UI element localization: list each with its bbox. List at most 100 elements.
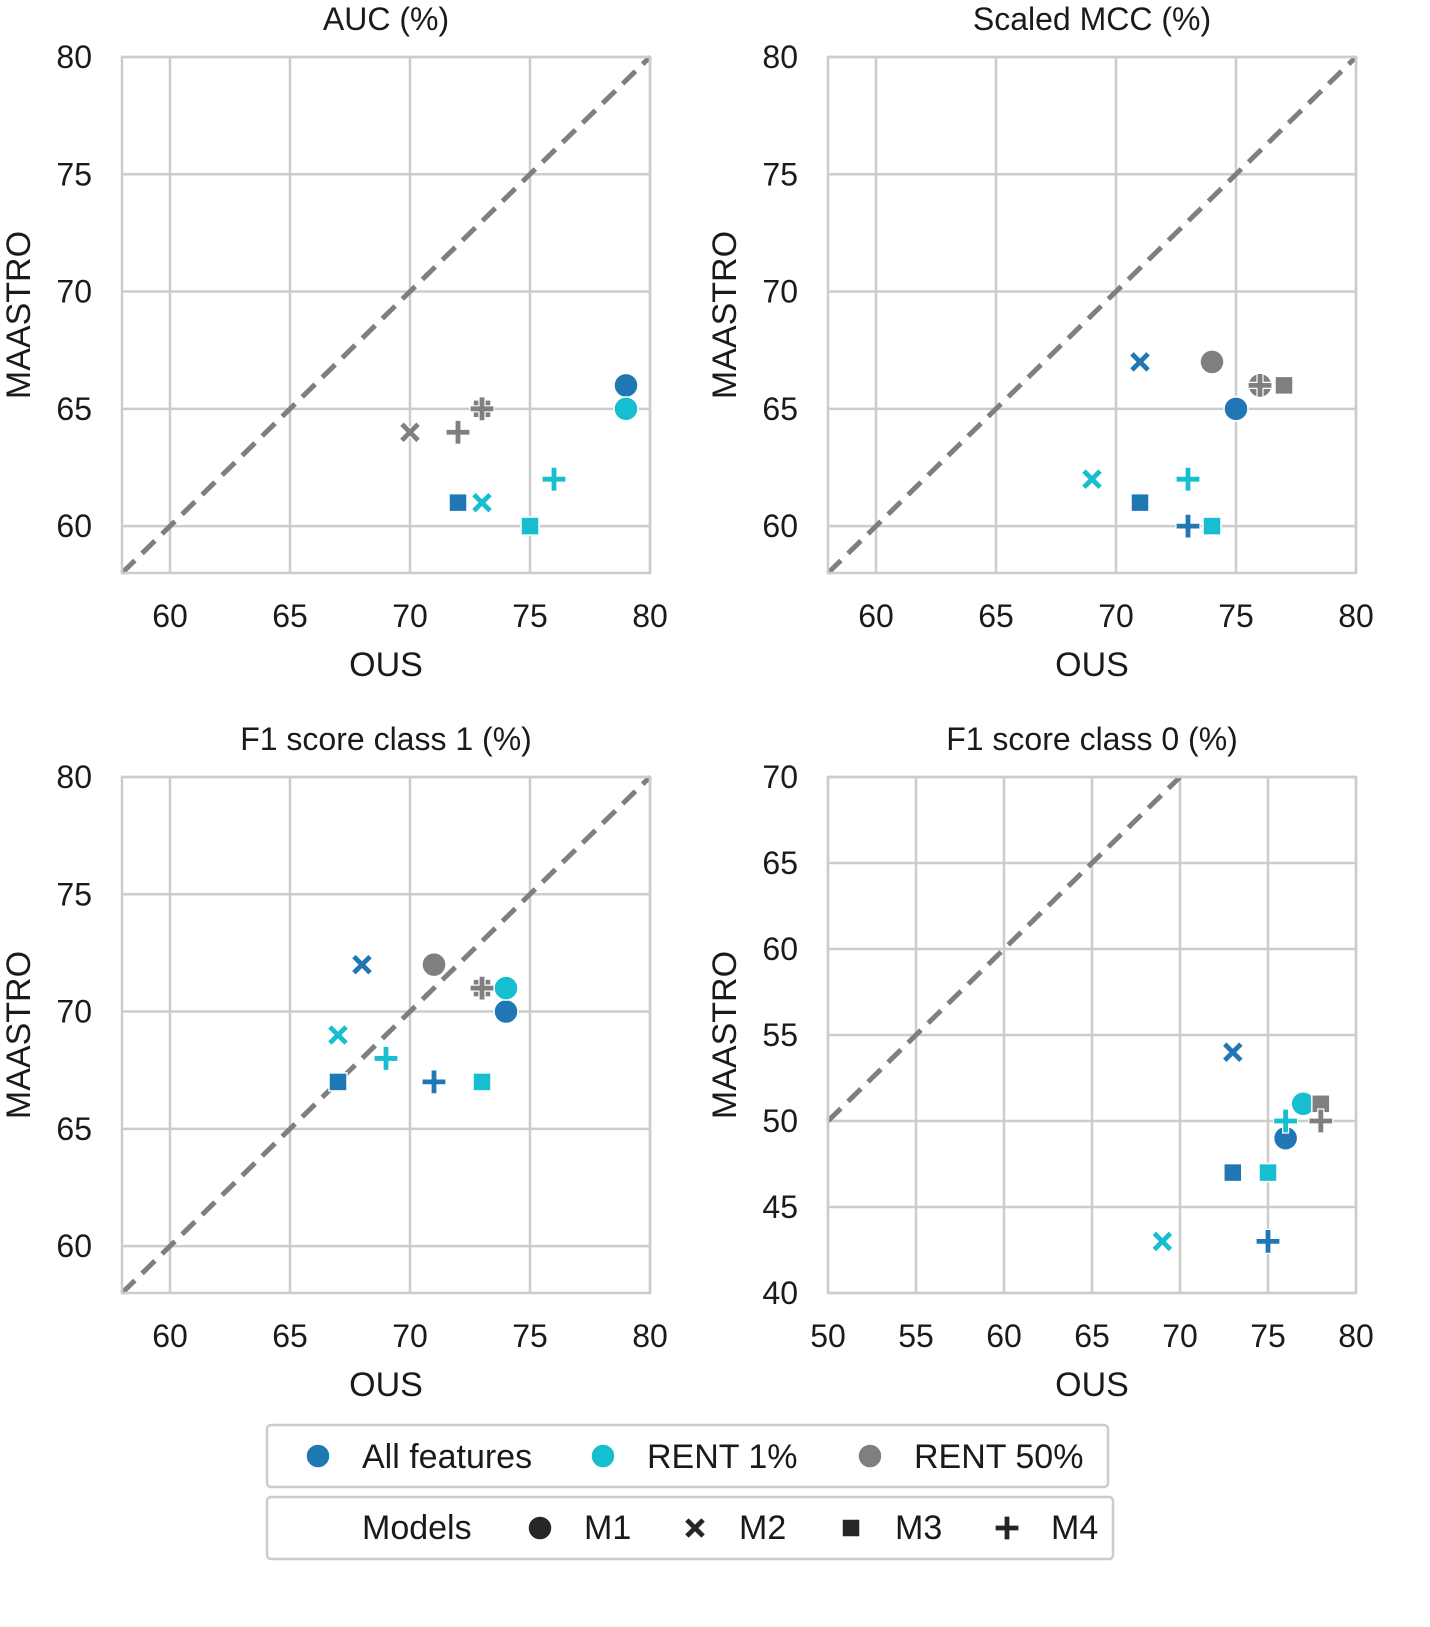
data-point bbox=[469, 975, 495, 1001]
legend-marker bbox=[590, 1443, 616, 1469]
diagonal-line bbox=[826, 55, 1358, 575]
legend-title: Models bbox=[362, 1509, 472, 1547]
y-tick-label: 80 bbox=[56, 39, 92, 75]
plot-frame bbox=[120, 55, 652, 575]
x-tick-label: 65 bbox=[978, 598, 1014, 634]
data-point bbox=[1223, 396, 1249, 422]
x-tick-label: 70 bbox=[1162, 1318, 1198, 1354]
y-tick-label: 60 bbox=[56, 508, 92, 544]
data-point bbox=[350, 953, 374, 977]
legend-label: RENT 50% bbox=[914, 1438, 1083, 1476]
y-tick-label: 75 bbox=[762, 156, 798, 192]
chart-panel-3: 60 65 70 75 80 60 65 70 75 80 F1 score class 1 (%)… bbox=[0, 721, 668, 1404]
plot-frame bbox=[120, 775, 652, 1295]
data-point bbox=[1175, 466, 1201, 492]
x-tick-label: 70 bbox=[392, 598, 428, 634]
data-point bbox=[1255, 1228, 1281, 1254]
x-tick-label: 60 bbox=[152, 1318, 188, 1354]
data-point bbox=[1274, 375, 1294, 396]
data-point bbox=[1150, 1229, 1174, 1253]
x-tick-label: 70 bbox=[392, 1318, 428, 1354]
y-tick-label: 50 bbox=[762, 1103, 798, 1139]
legend-label: M4 bbox=[1051, 1509, 1098, 1547]
x-tick-label: 70 bbox=[1098, 598, 1134, 634]
x-axis-label: OUS bbox=[349, 646, 423, 684]
y-tick-label: 65 bbox=[762, 845, 798, 881]
y-tick-label: 65 bbox=[762, 391, 798, 427]
x-tick-label: 65 bbox=[1074, 1318, 1110, 1354]
data-point bbox=[1258, 1162, 1278, 1183]
data-point bbox=[520, 516, 540, 536]
x-axis-label: OUS bbox=[349, 1366, 423, 1404]
y-tick-label: 45 bbox=[762, 1189, 798, 1225]
data-point bbox=[421, 1069, 447, 1095]
x-tick-label: 50 bbox=[810, 1318, 846, 1354]
x-tick-label: 60 bbox=[152, 598, 188, 634]
plot-frame bbox=[826, 775, 1358, 1295]
x-tick-label: 60 bbox=[858, 598, 894, 634]
data-point bbox=[1199, 349, 1225, 375]
data-point bbox=[493, 998, 519, 1025]
chart-title: AUC (%) bbox=[323, 1, 449, 37]
data-point bbox=[613, 372, 639, 399]
x-axis-label: OUS bbox=[1055, 1366, 1129, 1404]
data-point bbox=[1308, 1108, 1334, 1134]
y-tick-label: 70 bbox=[56, 274, 92, 310]
y-tick-label: 65 bbox=[56, 1111, 92, 1147]
x-tick-label: 60 bbox=[986, 1318, 1022, 1354]
legend-label: M2 bbox=[739, 1509, 786, 1547]
data-point bbox=[1223, 1162, 1243, 1183]
legend-marker bbox=[305, 1443, 331, 1469]
data-point bbox=[326, 1023, 350, 1047]
data-point bbox=[493, 975, 519, 1001]
legend-marker bbox=[527, 1515, 553, 1541]
data-point bbox=[398, 420, 422, 444]
x-tick-label: 80 bbox=[632, 1318, 668, 1354]
x-tick-label: 75 bbox=[1218, 598, 1254, 634]
legend-marker bbox=[994, 1515, 1020, 1541]
y-tick-label: 70 bbox=[762, 759, 798, 795]
y-tick-label: 40 bbox=[762, 1275, 798, 1311]
y-tick-label: 75 bbox=[56, 876, 92, 912]
data-point bbox=[1247, 372, 1273, 398]
data-point bbox=[1128, 350, 1152, 374]
x-tick-label: 75 bbox=[1250, 1318, 1286, 1354]
y-tick-label: 65 bbox=[56, 391, 92, 427]
legend-label: M3 bbox=[895, 1509, 942, 1547]
plot-frame bbox=[826, 55, 1358, 575]
data-point bbox=[613, 396, 639, 422]
data-point bbox=[1273, 1108, 1299, 1134]
data-point bbox=[448, 492, 468, 513]
y-axis-label: MAASTRO bbox=[0, 231, 38, 399]
legend-label: All features bbox=[362, 1438, 532, 1476]
legend-groups: All features RENT 1% RENT 50% bbox=[265, 1423, 1110, 1489]
x-tick-label: 65 bbox=[272, 1318, 308, 1354]
data-point bbox=[1080, 467, 1104, 491]
x-tick-label: 55 bbox=[898, 1318, 934, 1354]
data-point bbox=[373, 1045, 399, 1072]
data-point bbox=[1221, 1040, 1245, 1064]
legend-marker bbox=[841, 1518, 861, 1538]
x-tick-label: 80 bbox=[1338, 1318, 1374, 1354]
y-tick-label: 60 bbox=[762, 508, 798, 544]
data-point bbox=[469, 396, 495, 422]
data-point bbox=[1130, 492, 1150, 513]
x-tick-label: 75 bbox=[512, 598, 548, 634]
y-axis-label: MAASTRO bbox=[0, 951, 38, 1119]
y-tick-label: 75 bbox=[56, 156, 92, 192]
data-point bbox=[1202, 516, 1222, 536]
x-tick-label: 65 bbox=[272, 598, 308, 634]
chart-panel-2: 60 65 70 75 80 60 65 70 75 80 Scaled MCC (%) OUS MAA… bbox=[706, 1, 1374, 684]
legend-models: Models M1 M2 M3 M4 bbox=[265, 1495, 1115, 1561]
diagonal-line bbox=[120, 55, 652, 575]
y-tick-label: 60 bbox=[56, 1228, 92, 1264]
chart-panel-1: 60 65 70 75 80 60 65 70 75 80 AUC (%) OUS MAASTRO bbox=[0, 1, 668, 684]
x-tick-label: 80 bbox=[1338, 598, 1374, 634]
data-point bbox=[328, 1072, 348, 1092]
y-axis-label: MAASTRO bbox=[706, 231, 744, 399]
chart-title: F1 score class 1 (%) bbox=[240, 721, 532, 757]
y-tick-label: 55 bbox=[762, 1017, 798, 1053]
y-tick-label: 80 bbox=[56, 759, 92, 795]
legend-label: RENT 1% bbox=[647, 1438, 798, 1476]
